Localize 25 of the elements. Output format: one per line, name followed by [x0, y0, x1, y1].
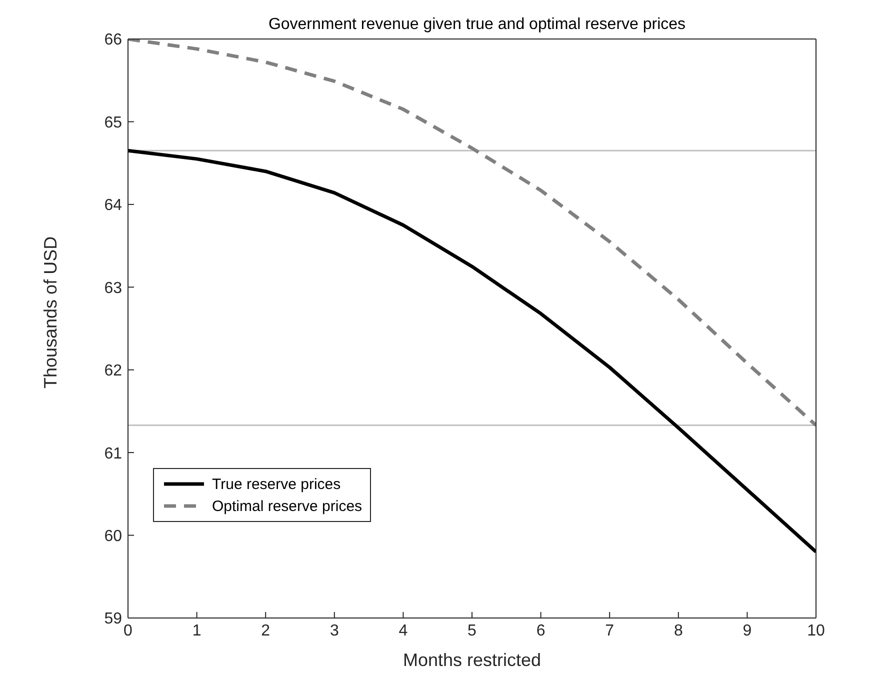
x-tick-label: 8	[674, 622, 683, 640]
x-tick-label: 1	[192, 622, 202, 640]
y-tick-label: 61	[104, 445, 122, 462]
y-tick-label: 65	[104, 114, 122, 132]
line-series	[128, 148, 816, 554]
y-tick-label: 59	[104, 610, 122, 628]
chart-title: Government revenue given true and optimal reserve prices	[267, 16, 687, 34]
x-tick-label: 5	[468, 622, 477, 640]
x-tick-label: 7	[605, 622, 614, 640]
y-tick-label: 63	[104, 280, 122, 297]
y-tick-label: 60	[104, 528, 122, 545]
x-tick-label: 9	[742, 622, 752, 640]
y-tick-label: 66	[104, 32, 122, 49]
x-tick-label: 2	[261, 622, 270, 640]
y-tick-label: 62	[104, 362, 122, 380]
x-tick-label: 10	[807, 622, 825, 640]
legend-label: True reserve prices	[212, 476, 341, 492]
y-tick-label: 64	[104, 197, 122, 214]
x-tick-label: 6	[536, 622, 546, 640]
y-axis-title: Thousands of USD	[40, 236, 60, 388]
x-tick-label: 4	[398, 622, 408, 640]
x-tick-label: 0	[124, 622, 133, 640]
legend-label: Optimal reserve prices	[212, 498, 362, 514]
x-tick-label: 3	[330, 622, 339, 640]
x-axis-title: Months restricted	[402, 650, 542, 670]
